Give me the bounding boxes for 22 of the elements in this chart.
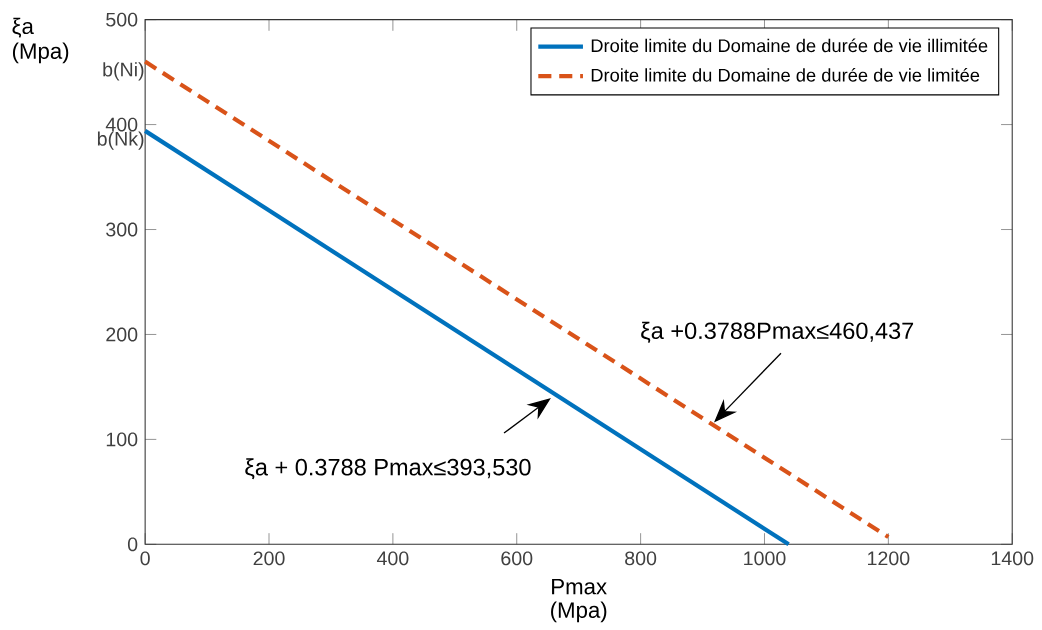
y-tick-label: 300 (106, 222, 138, 237)
x-tick-label: 600 (501, 551, 533, 566)
x-tick-label: 1200 (868, 551, 910, 566)
annotation: ξa + 0.3788 Pmax≤393,530 (245, 458, 531, 480)
x-tick-label: 1400 (991, 551, 1034, 566)
x-tick-label: 800 (625, 551, 657, 566)
legend-label: Droite limite du Domaine de durée de vie limitée (591, 68, 980, 82)
y-tick-label: 0 (127, 537, 138, 552)
annotation: b(Ni) (103, 62, 144, 81)
x-axis-title: Pmax (Mpa) (551, 578, 607, 623)
y-axis-title: ξa (Mpa) (12, 17, 69, 64)
x-tick-label: 1000 (744, 551, 786, 566)
annotation: b(Nk) (97, 131, 144, 150)
x-tick-label: 400 (376, 551, 409, 566)
y-tick-label: 500 (106, 12, 138, 27)
annotation: ξa +0.3788Pmax≤460,437 (641, 321, 914, 343)
y-tick-label: 100 (106, 432, 138, 447)
legend-label: Droite limite du Domaine de durée de vie illimitée (591, 38, 988, 53)
y-tick-label: 200 (106, 327, 138, 342)
x-tick-label: 200 (253, 551, 285, 566)
y-tick-label: 400 (105, 117, 138, 132)
x-tick-label: 0 (140, 551, 150, 566)
